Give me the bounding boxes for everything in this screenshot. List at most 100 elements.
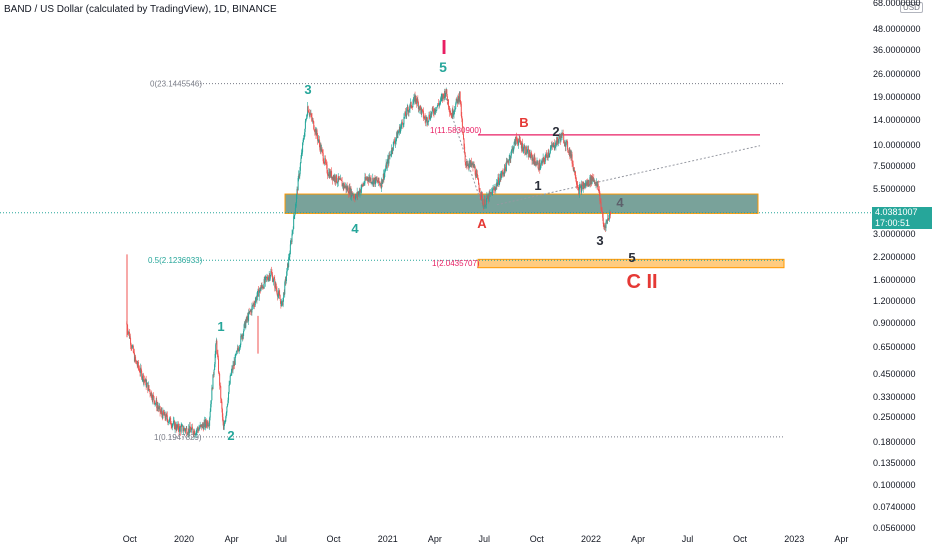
candle-body <box>223 424 225 430</box>
candle-body <box>385 169 387 171</box>
candle-body <box>209 411 211 418</box>
candle-body <box>210 404 212 412</box>
currency-badge[interactable]: USD <box>900 2 923 13</box>
candle-body <box>233 361 235 367</box>
candle-body <box>164 412 166 418</box>
candle-body <box>519 137 521 140</box>
candle-body <box>474 167 476 175</box>
candle-body <box>395 137 397 141</box>
candle-body <box>372 178 374 185</box>
candle-body <box>354 197 356 200</box>
candle-body <box>425 119 427 123</box>
candle-body <box>391 147 393 151</box>
candle-body <box>504 164 506 168</box>
candle-body <box>558 139 560 143</box>
candle-body <box>351 191 353 196</box>
candle-body <box>367 177 369 180</box>
wave-label: 3 <box>304 82 311 97</box>
candle-body <box>399 126 401 133</box>
candle-body <box>333 176 335 180</box>
candle-body <box>401 121 403 125</box>
candle-body <box>532 157 534 161</box>
candle-body <box>199 425 201 428</box>
candle-body <box>324 158 326 164</box>
candle-body <box>559 135 561 138</box>
candle-body <box>429 114 431 119</box>
candle-body <box>140 367 142 371</box>
candle-body <box>214 353 216 365</box>
candle-body <box>138 367 140 369</box>
candle-body <box>396 132 398 139</box>
candle-body <box>393 140 395 143</box>
candle-body <box>319 143 321 150</box>
candle-body <box>171 425 173 427</box>
candle-body <box>135 356 137 361</box>
candle-body <box>409 104 411 109</box>
candle-body <box>385 163 387 170</box>
candle-body <box>445 89 447 93</box>
candle-body <box>330 171 332 177</box>
candle-body <box>373 179 375 185</box>
candle-body <box>545 153 547 158</box>
candle-body <box>460 103 462 117</box>
candle-body <box>274 279 276 288</box>
candle-body <box>476 174 478 178</box>
candle-body <box>348 187 350 195</box>
candle-body <box>230 371 232 376</box>
candle-body <box>344 185 346 187</box>
candle-body <box>562 132 564 134</box>
candle-body <box>328 172 330 176</box>
candle-body <box>417 99 419 103</box>
candle-body <box>149 390 151 394</box>
candle-body <box>499 178 501 184</box>
candle-body <box>421 109 423 114</box>
candle-body <box>605 221 607 229</box>
candle-body <box>538 162 540 170</box>
candle-body <box>584 184 586 187</box>
candle-body <box>259 287 261 292</box>
candle-body <box>252 305 254 306</box>
candle-body <box>207 425 209 427</box>
candle-body <box>495 183 497 187</box>
candle-body <box>380 184 382 186</box>
time-tick-label: Oct <box>122 534 137 544</box>
candle-body <box>336 174 338 183</box>
candle-body <box>450 115 452 117</box>
candle-body <box>198 428 200 431</box>
candle-body <box>446 96 448 101</box>
candle-body <box>382 173 384 181</box>
candle-body <box>199 427 201 429</box>
candle-body <box>329 171 331 178</box>
candle-body <box>422 109 424 111</box>
candle-body <box>182 430 184 432</box>
candle-body <box>144 380 146 382</box>
candle-body <box>160 412 162 413</box>
candle-body <box>243 324 245 331</box>
candle-body <box>566 140 568 143</box>
candle-body <box>578 187 580 195</box>
candle-body <box>453 110 455 115</box>
time-tick-label: 2022 <box>581 534 602 544</box>
candle-body <box>493 187 495 190</box>
candle-body <box>202 423 204 426</box>
fib-level-label: 1(0.1947829) <box>154 433 202 442</box>
candle-body <box>217 353 219 359</box>
time-tick-label: Apr <box>834 534 849 544</box>
candle-body <box>441 96 443 100</box>
candle-body <box>241 334 243 339</box>
candle-body <box>523 147 525 151</box>
candle-body <box>490 192 492 193</box>
candle-body <box>141 370 143 379</box>
candle-body <box>335 174 337 183</box>
candle-body <box>323 162 325 164</box>
candle-body <box>241 335 243 339</box>
candle-body <box>221 408 223 418</box>
candle-body <box>448 106 450 110</box>
candle-body <box>164 412 166 416</box>
candle-body <box>369 176 371 181</box>
candle-body <box>391 147 393 154</box>
candle-body <box>524 146 526 153</box>
price-tick-label: 48.0000000 <box>873 23 921 34</box>
candle-body <box>166 414 168 416</box>
